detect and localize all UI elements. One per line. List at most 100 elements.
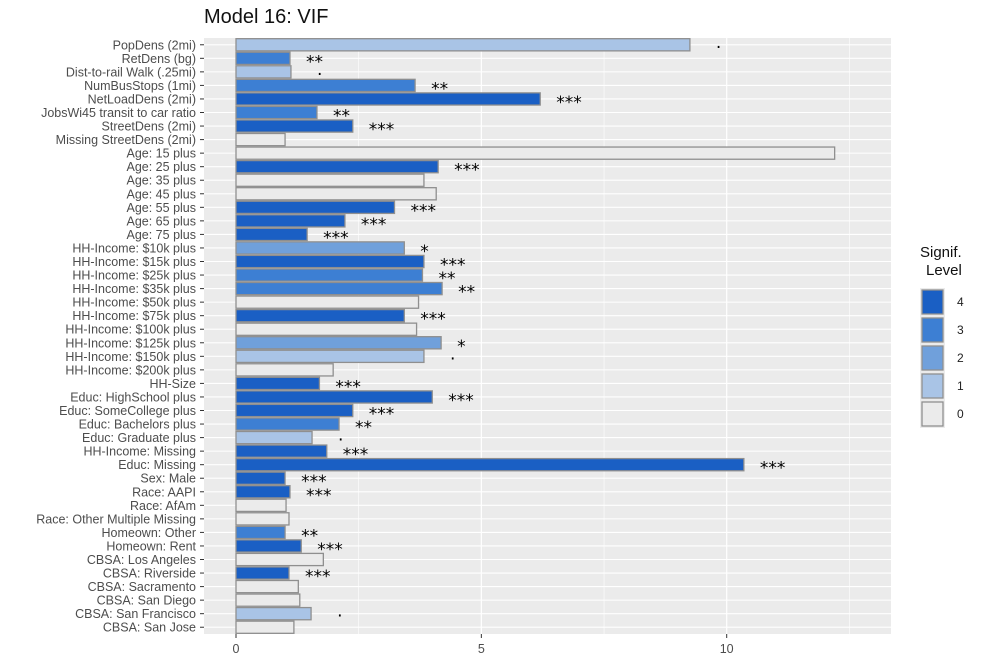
significance-label: **	[333, 107, 350, 127]
legend-label: 1	[957, 379, 964, 393]
plot-panel	[204, 38, 891, 634]
y-tick-label: HH-Size	[149, 377, 196, 391]
legend-swatch-2	[921, 345, 944, 371]
significance-label: *	[420, 242, 429, 262]
bar-age-55-plus	[235, 200, 396, 215]
y-tick-label: CBSA: Los Angeles	[87, 553, 196, 567]
y-tick-label: NumBusStops (1mi)	[84, 79, 196, 93]
legend-swatch-3	[921, 317, 944, 343]
y-tick-label: CBSA: Sacramento	[88, 580, 196, 594]
y-tick-label: Race: Other Multiple Missing	[36, 512, 196, 526]
significance-label: .	[337, 602, 342, 622]
x-tick-label: 10	[720, 642, 734, 656]
x-tick-label: 5	[478, 642, 485, 656]
y-tick-label: CBSA: San Diego	[97, 594, 196, 608]
significance-label: ***	[305, 567, 331, 587]
bar-cbsa-san-diego	[235, 593, 301, 607]
legend-title: Level	[926, 262, 962, 279]
significance-label: *	[457, 337, 466, 357]
bar-hh-income-100k-plus	[235, 322, 418, 336]
significance-label: ***	[410, 201, 436, 221]
significance-label: ***	[343, 445, 369, 465]
y-tick-labels: PopDens (2mi)RetDens (bg)Dist-to-rail Wa…	[36, 38, 204, 635]
significance-label: .	[338, 426, 343, 446]
significance-label: **	[306, 52, 323, 72]
bar-cbsa-los-angeles	[235, 552, 324, 567]
legend-swatch-1	[921, 373, 944, 399]
bar-cbsa-riverside	[235, 566, 290, 580]
significance-label: ***	[448, 391, 474, 411]
legend-label: 0	[957, 407, 964, 421]
significance-label: .	[716, 33, 721, 53]
legend-swatch-4	[921, 289, 944, 315]
y-tick-label: HH-Income: $10k plus	[72, 241, 196, 255]
y-tick-label: CBSA: San Francisco	[75, 607, 196, 621]
bar-hh-income-15k-plus	[235, 254, 425, 269]
bar-hh-income-200k-plus	[235, 363, 334, 377]
bar-netloaddens-2mi	[235, 92, 541, 106]
y-tick-label: Age: 15 plus	[127, 147, 197, 161]
bar-hh-income-25k-plus	[235, 268, 424, 282]
significance-label: ***	[369, 405, 395, 425]
significance-label: ***	[420, 310, 446, 330]
bar-missing-streetdens-2mi	[235, 132, 286, 147]
bar-educ-missing	[235, 457, 745, 472]
legend-title: Signif.	[920, 244, 962, 261]
bar-popdens-2mi	[235, 38, 691, 52]
bar-hh-income-150k-plus	[235, 349, 425, 364]
y-tick-label: CBSA: San Jose	[103, 621, 196, 635]
y-tick-label: JobsWi45 transit to car ratio	[41, 106, 196, 120]
y-tick-label: Age: 45 plus	[127, 187, 197, 201]
y-tick-label: Dist-to-rail Walk (.25mi)	[66, 65, 196, 79]
y-tick-label: HH-Income: Missing	[83, 445, 196, 459]
bar-race-aapi	[235, 485, 291, 499]
bar-age-15-plus	[235, 146, 836, 160]
y-tick-label: Sex: Male	[140, 472, 196, 486]
y-tick-label: CBSA: Riverside	[103, 567, 196, 581]
bars	[235, 38, 836, 634]
bar-cbsa-san-jose	[235, 620, 295, 634]
bar-cbsa-san-francisco	[235, 606, 312, 621]
y-tick-label: Educ: Bachelors plus	[79, 418, 196, 432]
y-tick-label: Missing StreetDens (2mi)	[56, 133, 196, 147]
bar-jobswi45-transit-to-car-ratio	[235, 105, 318, 120]
y-tick-label: PopDens (2mi)	[113, 38, 196, 52]
bar-hh-income-50k-plus	[235, 295, 420, 309]
y-tick-label: Educ: HighSchool plus	[70, 390, 196, 404]
bar-race-afam	[235, 498, 287, 513]
bar-cbsa-sacramento	[235, 579, 299, 594]
bar-dist-to-rail-walk-25mi	[235, 65, 292, 79]
bar-educ-graduate-plus	[235, 430, 313, 445]
bar-educ-bachelors-plus	[235, 417, 340, 431]
x-tick-label: 0	[233, 642, 240, 656]
y-tick-label: Race: AfAm	[130, 499, 196, 513]
legend-label: 3	[957, 323, 964, 337]
significance-label: ***	[556, 93, 582, 113]
y-tick-label: Age: 35 plus	[127, 174, 197, 188]
bar-educ-somecollege-plus	[235, 403, 354, 418]
significance-label: ***	[301, 472, 327, 492]
bar-hh-income-10k-plus	[235, 241, 405, 255]
bar-sex-male	[235, 471, 286, 485]
significance-label: ***	[440, 256, 466, 276]
y-tick-label: RetDens (bg)	[122, 52, 196, 66]
y-tick-label: HH-Income: $15k plus	[72, 255, 196, 269]
bar-age-25-plus	[235, 159, 439, 174]
legend-label: 2	[957, 351, 964, 365]
bar-age-75-plus	[235, 227, 308, 242]
y-tick-label: Race: AAPI	[132, 485, 196, 499]
bar-retdens-bg	[235, 51, 291, 66]
significance-label: ***	[317, 540, 343, 560]
significance-label: **	[301, 526, 318, 546]
significance-label: **	[458, 283, 475, 303]
y-tick-label: HH-Income: $150k plus	[65, 350, 196, 364]
y-tick-label: Age: 25 plus	[127, 160, 197, 174]
legend-swatch-0	[921, 401, 944, 427]
chart-title: Model 16: VIF	[204, 6, 329, 28]
significance-label: ***	[361, 215, 387, 235]
y-tick-label: Age: 75 plus	[127, 228, 197, 242]
y-tick-label: Educ: Graduate plus	[82, 431, 196, 445]
bar-race-other-multiple-missing	[235, 512, 290, 526]
significance-label: .	[317, 60, 322, 80]
